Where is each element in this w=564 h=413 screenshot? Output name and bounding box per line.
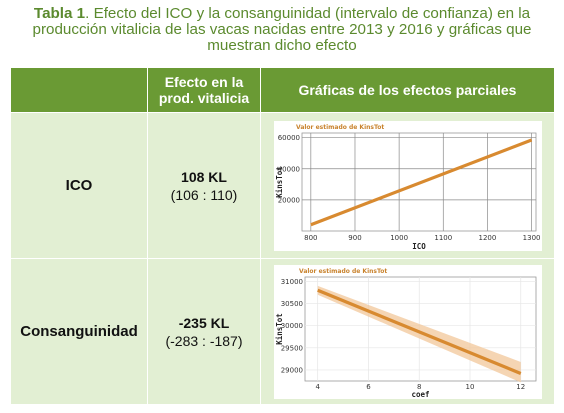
table-row: Consanguinidad -235 KL (-283 : -187) Val… xyxy=(10,258,555,405)
x-tick-label: 8 xyxy=(416,383,420,391)
caption-text: . Efecto del ICO y la consanguinidad (in… xyxy=(32,5,532,54)
x-tick-label: 6 xyxy=(366,383,371,391)
x-tick-label: 1100 xyxy=(434,234,452,242)
y-tick-label: 20000 xyxy=(277,196,299,204)
y-axis-label: KinsTot xyxy=(275,166,284,198)
confidence-interval: (106 : 110) xyxy=(170,186,238,203)
table-caption: Tabla 1. Efecto del ICO y la consanguini… xyxy=(4,6,560,54)
header-cell-charts: Gráficas de los efectos parciales xyxy=(260,67,555,113)
effect-value: 108 KL xyxy=(181,168,227,185)
coef-chart: Valor estimado de KinsTot 4 6 8 10 12 29000 295… xyxy=(273,264,542,399)
x-tick-label: 1000 xyxy=(390,234,408,242)
y-tick-label: 31000 xyxy=(280,277,302,285)
x-tick-label: 4 xyxy=(315,383,320,391)
chart-cell-ico: Valor estimado de KinsTot 800 900 1000 1100 1… xyxy=(260,112,555,259)
x-tick-label: 12 xyxy=(516,383,525,391)
y-axis-label: KinsTot xyxy=(275,313,284,345)
effect-cell-consanguinidad: -235 KL (-283 : -187) xyxy=(147,258,261,405)
effect-value: -235 KL xyxy=(178,314,230,331)
y-tick-label: 29500 xyxy=(280,344,302,352)
header-cell-empty xyxy=(10,67,148,113)
results-table: Efecto en la prod. vitalicia Gráficas de… xyxy=(10,67,555,405)
y-tick-label: 40000 xyxy=(277,165,299,173)
confidence-interval: (-283 : -187) xyxy=(165,332,243,349)
y-tick-label: 60000 xyxy=(277,134,299,142)
chart-cell-consanguinidad: Valor estimado de KinsTot 4 6 8 10 12 29000 295… xyxy=(260,258,555,405)
caption-label: Tabla 1 xyxy=(33,5,86,22)
chart-title: Valor estimado de KinsTot xyxy=(299,268,387,275)
row-label-ico: ICO xyxy=(10,112,148,259)
x-tick-label: 800 xyxy=(304,234,317,242)
effect-cell-ico: 108 KL (106 : 110) xyxy=(147,112,261,259)
y-tick-label: 30000 xyxy=(280,322,302,330)
row-label-consanguinidad: Consanguinidad xyxy=(10,258,148,405)
x-tick-label: 10 xyxy=(465,383,474,391)
x-axis-label: coef xyxy=(411,390,429,399)
series-line xyxy=(316,288,521,375)
x-tick-label: 900 xyxy=(348,234,361,242)
x-tick-label: 1200 xyxy=(478,234,496,242)
series-line xyxy=(309,138,532,226)
table-row: ICO 108 KL (106 : 110) Valor estimado de… xyxy=(10,112,555,259)
x-tick-label: 1300 xyxy=(522,234,540,242)
ico-chart: Valor estimado de KinsTot 800 900 1000 1100 1… xyxy=(273,120,542,251)
y-tick-label: 30500 xyxy=(280,300,302,308)
x-axis-label: ICO xyxy=(412,242,426,251)
y-tick-label: 29000 xyxy=(280,366,302,374)
header-cell-effect: Efecto en la prod. vitalicia xyxy=(147,67,261,113)
header-row: Efecto en la prod. vitalicia Gráficas de… xyxy=(10,67,555,113)
chart-title: Valor estimado de KinsTot xyxy=(296,124,384,131)
